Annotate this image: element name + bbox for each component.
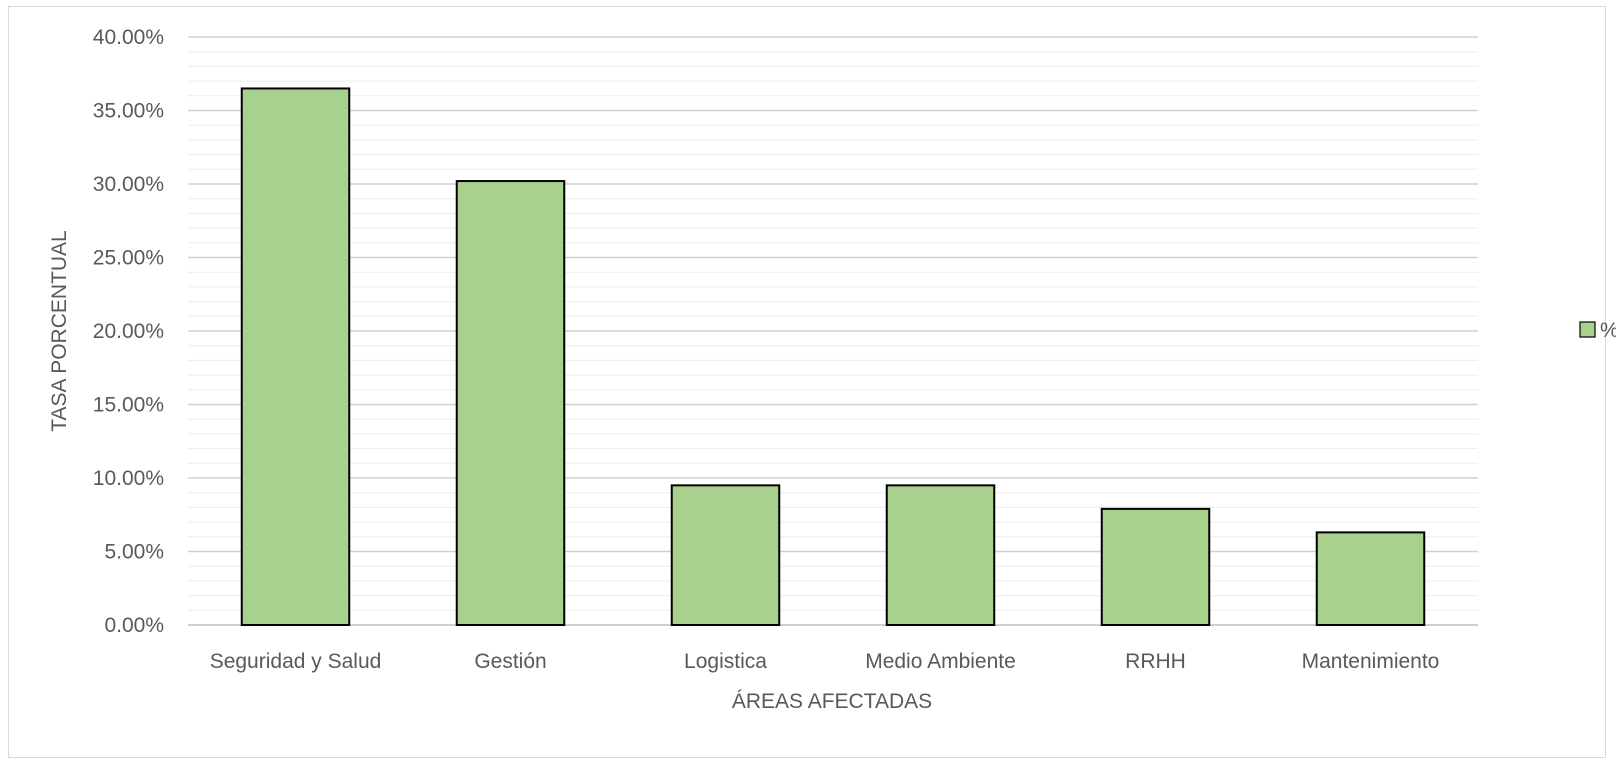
bar xyxy=(240,87,351,626)
y-tick-label: 0.00% xyxy=(104,614,164,637)
y-axis-title: TASA PORCENTUAL xyxy=(48,230,71,432)
x-tick-label: RRHH xyxy=(1125,650,1186,673)
x-tick-label: Mantenimiento xyxy=(1302,650,1440,673)
bar xyxy=(1315,531,1426,627)
y-tick-label: 30.00% xyxy=(93,173,164,196)
y-tick-label: 5.00% xyxy=(104,541,164,564)
bars xyxy=(240,87,1426,627)
legend-label: % xyxy=(1600,319,1616,342)
y-tick-label: 20.00% xyxy=(93,320,164,343)
y-tick-label: 25.00% xyxy=(93,247,164,270)
gridlines xyxy=(188,36,1478,626)
x-tick-label: Gestión xyxy=(474,650,546,673)
y-tick-label: 40.00% xyxy=(93,26,164,49)
legend: % xyxy=(1579,319,1616,342)
bar xyxy=(1100,507,1211,626)
x-tick-labels: Seguridad y Salud Gestión Logistica Medio A… xyxy=(210,650,1440,673)
x-tick-label: Seguridad y Salud xyxy=(210,650,382,673)
y-tick-label: 10.00% xyxy=(93,467,164,490)
legend-swatch xyxy=(1579,321,1596,338)
x-tick-label: Logistica xyxy=(684,650,767,673)
x-tick-label: Medio Ambiente xyxy=(865,650,1016,673)
y-tick-labels: 0.00% 5.00% 10.00% 15.00% 20.00% 25.00% 30.00%… xyxy=(93,26,164,637)
y-tick-label: 35.00% xyxy=(93,100,164,123)
bar xyxy=(885,484,996,626)
y-tick-label: 15.00% xyxy=(93,394,164,417)
bar xyxy=(455,180,566,626)
bar xyxy=(670,484,781,626)
x-axis-title: ÁREAS AFECTADAS xyxy=(732,690,932,713)
